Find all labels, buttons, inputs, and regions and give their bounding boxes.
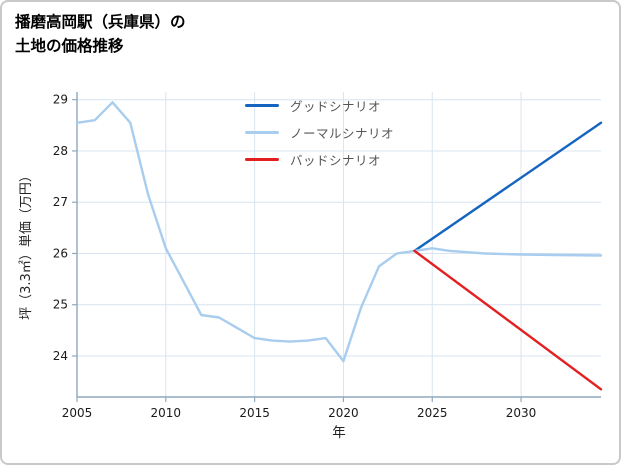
legend-swatch (245, 104, 279, 107)
legend-item: グッドシナリオ (245, 92, 394, 119)
page-title: 播磨高岡駅（兵庫県）の 土地の価格推移 (15, 10, 186, 58)
series-line (413, 249, 603, 391)
legend-label: グッドシナリオ (290, 99, 382, 114)
legend-swatch (245, 131, 279, 134)
y-axis-label: 坪（3.3㎡）単価（万円） (18, 169, 34, 320)
x-tick-label: 2005 (62, 406, 93, 420)
y-tick-label: 29 (53, 93, 68, 107)
y-tick-label: 28 (53, 144, 68, 158)
y-tick-label: 27 (53, 195, 68, 209)
legend-label: ノーマルシナリオ (290, 126, 395, 141)
chart-legend: グッドシナリオ ノーマルシナリオ バッドシナリオ (245, 92, 394, 173)
x-tick-label: 2010 (151, 406, 182, 420)
series-line (413, 247, 603, 257)
x-tick-label: 2015 (239, 406, 270, 420)
series-line (75, 101, 416, 363)
legend-item: バッドシナリオ (245, 146, 394, 173)
x-axis-label: 年 (332, 425, 346, 441)
x-tick-label: 2030 (506, 406, 537, 420)
x-tick-label: 2020 (328, 406, 359, 420)
page-title-line-2: 土地の価格推移 (15, 37, 124, 56)
page-title-line-1: 播磨高岡駅（兵庫県）の (15, 13, 186, 31)
y-tick-label: 24 (53, 349, 68, 363)
x-tick-label: 2025 (417, 406, 448, 420)
y-tick-label: 25 (53, 298, 68, 312)
legend-label: バッドシナリオ (290, 153, 382, 168)
legend-item: ノーマルシナリオ (245, 119, 394, 146)
y-tick-label: 26 (53, 246, 68, 260)
legend-swatch (245, 158, 279, 161)
series-line (413, 121, 603, 253)
